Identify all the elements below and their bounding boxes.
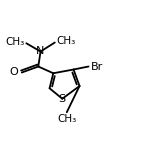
- Text: N: N: [36, 46, 45, 56]
- Text: CH₃: CH₃: [6, 37, 25, 47]
- Text: Br: Br: [91, 61, 103, 72]
- Text: CH₃: CH₃: [56, 36, 76, 46]
- Text: S: S: [59, 94, 66, 104]
- Text: O: O: [9, 67, 18, 77]
- Text: CH₃: CH₃: [57, 114, 76, 125]
